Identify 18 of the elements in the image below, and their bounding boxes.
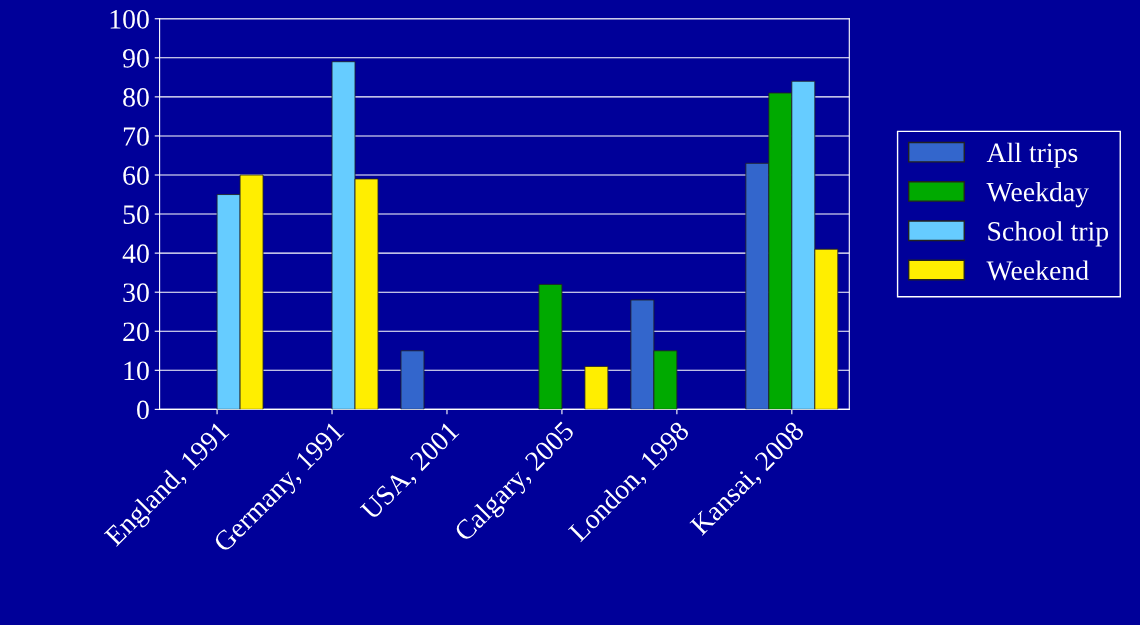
y-tick-label: 0 [137,400,149,420]
y-tick-label: 80 [123,88,149,107]
legend-label: All trips [986,142,1078,168]
y-tick-label: 70 [123,127,149,146]
bar [584,365,609,410]
legend-label: Weekend [986,260,1089,281]
legend-label: School trip [988,221,1109,247]
y-tick-label: 90 [122,48,149,68]
y-tick-label: 20 [123,322,149,342]
y-tick-label: 40 [122,244,149,264]
y-tick-label: 60 [123,166,149,185]
y-tick-label: 10 [124,361,149,381]
bar [400,350,425,410]
y-tick-label: 30 [123,283,149,303]
y-tick-label: 50 [123,205,149,224]
y-tick-label: 100 [110,9,149,29]
legend-label: Weekday [986,181,1090,208]
bar [538,283,563,410]
